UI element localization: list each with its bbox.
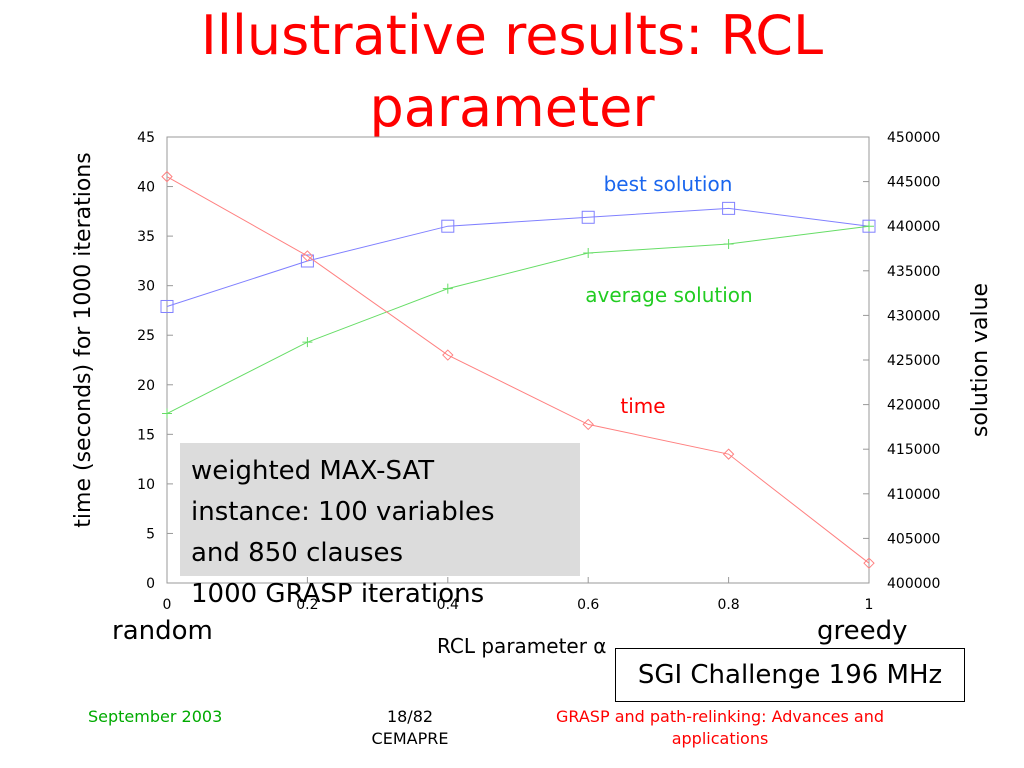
greedy-label: greedy [817,616,908,646]
random-label: random [112,616,213,646]
x-tick-label: 0.6 [577,597,599,613]
instance-info-box [180,443,580,576]
series-label-0: best solution [604,172,733,196]
y-left-tick-label: 0 [146,576,155,592]
y-left-tick-label: 30 [137,279,155,295]
left-axis-ticks: 0 5 10 15 20 25 30 35 40 45 [137,130,173,592]
x-tick-label: 0.2 [296,597,318,613]
average-solution-point [583,247,594,258]
time-point [863,557,875,569]
info-line-3: and 850 clauses [191,538,404,568]
best-solution-point [581,210,595,224]
right-axis-ticks: 400000 405000 410000 415000 420000 425000 4300… [863,130,940,592]
series-labels: best solution average solution time [585,172,752,418]
best-solution-point [722,201,736,215]
x-tick-label: 0 [163,597,172,613]
slide-title: Illustrative results: RCL parameter [0,0,1024,144]
y-right-tick-label: 425000 [887,353,940,369]
instance-info-text: weighted MAX-SAT instance: 100 variables… [191,451,495,615]
machine-box: SGI Challenge 196 MHz [615,648,965,702]
time-point [722,448,735,460]
average-solution-point [864,221,874,232]
y-left-tick-label: 20 [137,378,155,394]
title-line-1: Illustrative results: RCL [200,4,824,67]
info-line-2: instance: 100 variables [191,497,495,527]
y-right-tick-label: 445000 [887,175,940,191]
x-tick-label: 1 [865,597,874,613]
average-solution-point [723,239,734,250]
info-line-1: weighted MAX-SAT [191,456,435,486]
y-right-tick-label: 430000 [887,308,940,324]
series-label-2: time [620,394,665,418]
series-line-2 [166,176,870,564]
time-point [301,250,314,262]
y-axis-left-label: time (seconds) for 1000 iterations [71,152,96,527]
time-point [582,418,594,431]
time-point [442,349,454,361]
y-axis-right-label: solution value [968,283,993,437]
footer-talk-line-1: GRASP and path-relinking: Advances and [555,707,885,726]
y-right-tick-label: 410000 [887,487,940,503]
best-solution-point [160,299,174,313]
footer-date: September 2003 [88,707,223,726]
y-left-tick-label: 5 [146,526,155,542]
y-right-tick-label: 400000 [887,576,940,592]
info-line-4: 1000 GRASP iterations [191,579,485,609]
series-layer [160,170,876,569]
y-left-tick-label: 40 [137,180,155,196]
series-line-0 [166,207,870,307]
footer-org: CEMAPRE [371,729,449,748]
time-point [161,170,173,183]
x-tick-label: 0.8 [717,597,739,613]
title-line-2: parameter [369,76,655,139]
best-solution-point [862,219,876,233]
y-right-tick-label: 435000 [887,264,940,280]
y-left-tick-label: 25 [137,328,155,344]
footer-talk-title: GRASP and path-relinking: Advances and a… [520,706,920,750]
x-axis-ticks: 0 0.2 0.4 0.6 0.8 1 [163,577,874,613]
average-solution-point [302,337,313,348]
x-axis-label: RCL parameter α [437,634,607,658]
x-tick-label: 0.4 [437,597,459,613]
footer-page-number: 18/82 [386,707,434,726]
series-line-1 [166,225,870,414]
best-solution-point [300,254,314,268]
y-left-tick-label: 45 [137,130,155,146]
y-right-tick-label: 415000 [887,442,940,458]
best-solution-point [441,219,455,233]
y-right-tick-label: 420000 [887,398,940,414]
y-right-tick-label: 450000 [887,130,940,146]
series-label-1: average solution [585,283,752,307]
average-solution-point [162,408,172,419]
y-right-tick-label: 405000 [887,531,940,547]
y-right-tick-label: 440000 [887,219,940,235]
average-solution-point [442,283,453,294]
y-left-tick-label: 15 [137,427,155,443]
footer-page: 18/82 CEMAPRE [340,706,480,750]
footer-talk-line-2: applications [671,729,769,748]
y-left-tick-label: 10 [137,477,155,493]
y-left-tick-label: 35 [137,229,155,245]
